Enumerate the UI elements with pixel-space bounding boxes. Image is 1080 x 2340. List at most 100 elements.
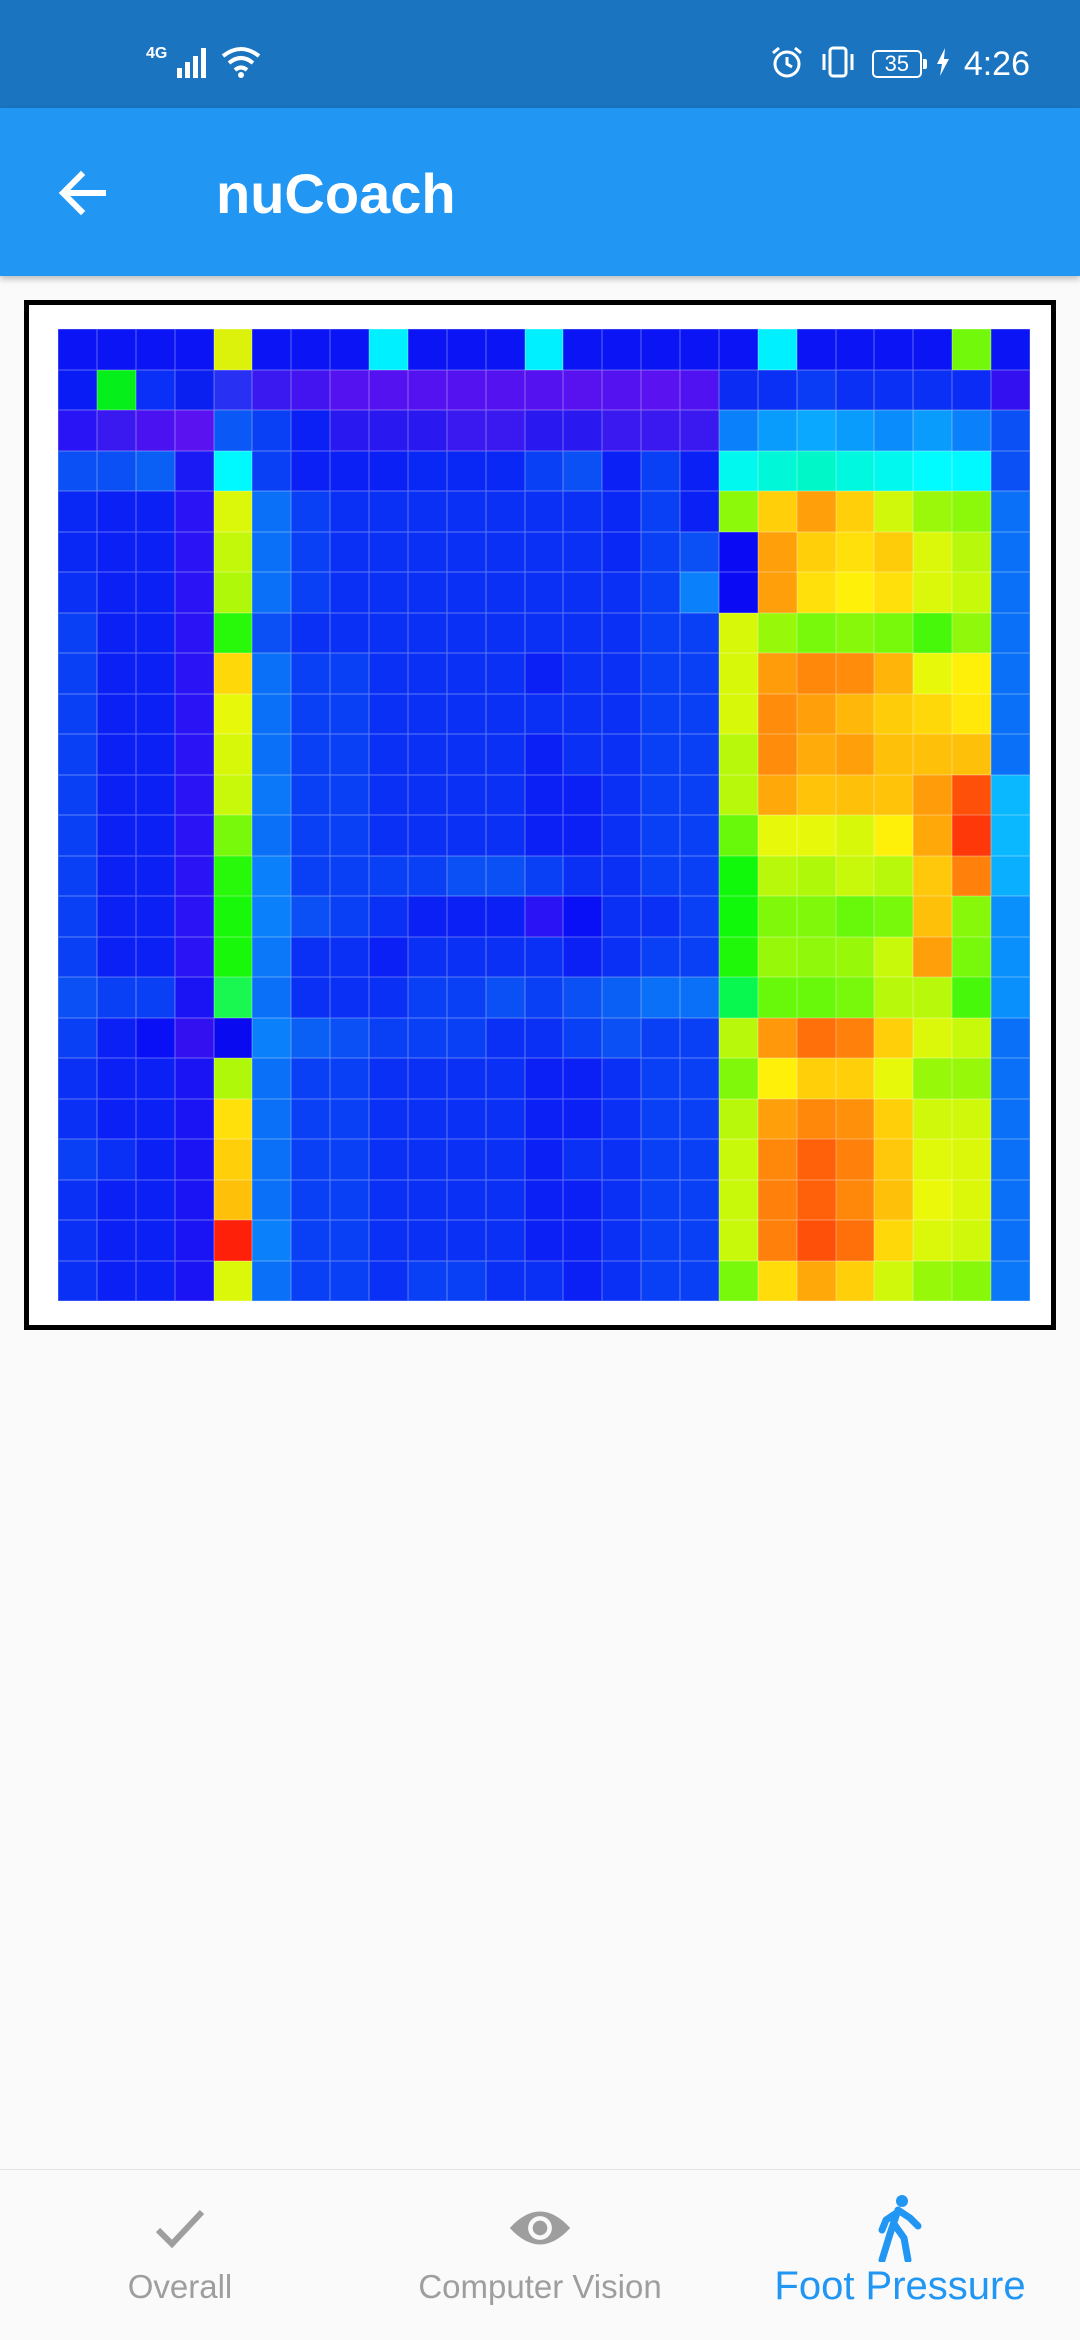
heatmap-cell bbox=[330, 410, 370, 451]
heatmap-cell bbox=[407, 531, 447, 572]
heatmap-cell bbox=[524, 450, 564, 491]
heatmap-cell bbox=[641, 855, 681, 896]
heatmap-cell bbox=[213, 531, 253, 572]
heatmap-cell bbox=[291, 1098, 331, 1139]
heatmap-cell bbox=[602, 855, 642, 896]
heatmap-cell bbox=[174, 774, 214, 815]
heatmap-cell bbox=[213, 1179, 253, 1220]
heatmap-cell bbox=[524, 491, 564, 532]
heatmap-cell bbox=[407, 450, 447, 491]
heatmap-cell bbox=[96, 531, 136, 572]
heatmap-cell bbox=[952, 531, 992, 572]
heatmap-cell bbox=[796, 612, 836, 653]
heatmap-cell bbox=[446, 734, 486, 775]
heatmap-cell bbox=[213, 1017, 253, 1058]
heatmap-cell bbox=[135, 734, 175, 775]
heatmap-cell bbox=[757, 936, 797, 977]
heatmap-cell bbox=[913, 1260, 953, 1301]
heatmap-cell bbox=[757, 369, 797, 410]
heatmap-cell bbox=[835, 1058, 875, 1099]
heatmap-cell bbox=[330, 896, 370, 937]
heatmap-cell bbox=[718, 936, 758, 977]
heatmap-cell bbox=[252, 612, 292, 653]
heatmap-cell bbox=[796, 369, 836, 410]
heatmap-cell bbox=[602, 1058, 642, 1099]
heatmap-cell bbox=[952, 693, 992, 734]
heatmap-cell bbox=[641, 653, 681, 694]
heatmap-cell bbox=[96, 1058, 136, 1099]
heatmap-cell bbox=[991, 531, 1030, 572]
heatmap-cell bbox=[485, 815, 525, 856]
nav-overall[interactable]: Overall bbox=[0, 2170, 360, 2340]
heatmap-cell bbox=[874, 450, 914, 491]
heatmap-cell bbox=[485, 1058, 525, 1099]
heatmap-cell bbox=[213, 936, 253, 977]
heatmap-cell bbox=[369, 410, 408, 451]
heatmap-cell bbox=[252, 1098, 292, 1139]
heatmap-cell bbox=[641, 531, 681, 572]
heatmap-cell bbox=[96, 936, 136, 977]
heatmap-cell bbox=[96, 491, 136, 532]
heatmap-cell bbox=[524, 1220, 564, 1261]
heatmap-cell bbox=[991, 896, 1030, 937]
heatmap-cell bbox=[874, 491, 914, 532]
heatmap-cell bbox=[213, 572, 253, 613]
heatmap-cell bbox=[174, 491, 214, 532]
heatmap-cell bbox=[680, 612, 719, 653]
heatmap-cell bbox=[524, 815, 564, 856]
heatmap-cell bbox=[485, 1179, 525, 1220]
heatmap-cell bbox=[913, 450, 953, 491]
heatmap-cell bbox=[602, 774, 642, 815]
heatmap-cell bbox=[952, 1017, 992, 1058]
nav-foot-pressure[interactable]: Foot Pressure bbox=[720, 2170, 1080, 2340]
heatmap-cell bbox=[252, 855, 292, 896]
heatmap-cell bbox=[563, 410, 603, 451]
heatmap-cell bbox=[874, 1098, 914, 1139]
heatmap-cell bbox=[330, 1139, 370, 1180]
heatmap-cell bbox=[718, 491, 758, 532]
heatmap-cell bbox=[213, 612, 253, 653]
heatmap-cell bbox=[446, 1098, 486, 1139]
heatmap-cell bbox=[174, 1220, 214, 1261]
heatmap-cell bbox=[135, 855, 175, 896]
heatmap-cell bbox=[718, 1017, 758, 1058]
heatmap-cell bbox=[796, 1098, 836, 1139]
heatmap-cell bbox=[369, 531, 408, 572]
heatmap-cell bbox=[952, 977, 992, 1018]
heatmap-cell bbox=[330, 936, 370, 977]
heatmap-cell bbox=[641, 491, 681, 532]
heatmap-cell bbox=[835, 896, 875, 937]
heatmap-cell bbox=[680, 572, 719, 613]
heatmap-cell bbox=[835, 1179, 875, 1220]
heatmap-cell bbox=[213, 1260, 253, 1301]
walking-person-icon bbox=[868, 2195, 932, 2262]
heatmap-cell bbox=[407, 653, 447, 694]
heatmap-cell bbox=[369, 572, 408, 613]
nav-computer-vision[interactable]: Computer Vision bbox=[360, 2170, 720, 2340]
heatmap-cell bbox=[58, 1139, 97, 1180]
heatmap-cell bbox=[213, 774, 253, 815]
heatmap-cell bbox=[757, 329, 797, 370]
heatmap-cell bbox=[874, 774, 914, 815]
heatmap-cell bbox=[58, 612, 97, 653]
heatmap-cell bbox=[680, 653, 719, 694]
heatmap-cell bbox=[602, 1139, 642, 1180]
heatmap-cell bbox=[718, 896, 758, 937]
heatmap-cell bbox=[757, 1098, 797, 1139]
heatmap-cell bbox=[680, 815, 719, 856]
heatmap-cell bbox=[913, 572, 953, 613]
heatmap-cell bbox=[524, 855, 564, 896]
heatmap-cell bbox=[952, 1139, 992, 1180]
heatmap-cell bbox=[563, 1058, 603, 1099]
heatmap-cell bbox=[213, 653, 253, 694]
heatmap-cell bbox=[563, 1017, 603, 1058]
heatmap-cell bbox=[446, 1017, 486, 1058]
heatmap-cell bbox=[485, 653, 525, 694]
heatmap-cell bbox=[796, 410, 836, 451]
heatmap-cell bbox=[563, 653, 603, 694]
heatmap-cell bbox=[135, 815, 175, 856]
heatmap-cell bbox=[252, 491, 292, 532]
heatmap-cell bbox=[641, 1139, 681, 1180]
back-button[interactable] bbox=[48, 158, 118, 228]
heatmap-cell bbox=[602, 612, 642, 653]
